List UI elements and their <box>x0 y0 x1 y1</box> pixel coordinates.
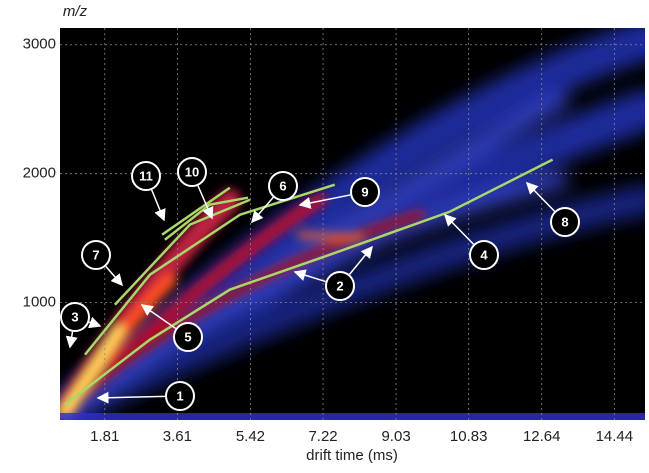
callout-arrow <box>293 269 326 283</box>
callout-arrow <box>443 213 475 245</box>
x-tick-label: 14.44 <box>596 428 634 445</box>
callout-circle <box>173 322 203 352</box>
callout-arrow <box>525 181 556 212</box>
callout-label: 7 <box>92 247 99 262</box>
y-tick-label: 1000 <box>23 294 56 311</box>
callout-circle <box>165 381 195 411</box>
callout-label: 11 <box>139 168 153 183</box>
callout-arrow <box>197 185 214 220</box>
trend-line <box>113 198 251 306</box>
callout-circle <box>131 161 161 191</box>
y-tick-label: 3000 <box>23 36 56 53</box>
callout-arrow <box>150 189 166 222</box>
x-tick-label: 5.42 <box>236 428 265 445</box>
x-tick-label: 1.81 <box>90 428 119 445</box>
callout-arrow <box>96 391 166 404</box>
trend-line <box>164 196 249 241</box>
callout-arrow <box>105 265 123 287</box>
callout-label: 6 <box>279 178 286 193</box>
callout-arrow <box>88 316 102 329</box>
callout-circle <box>81 240 111 270</box>
y-axis-label: m/z <box>63 3 88 20</box>
x-tick-label: 9.03 <box>381 428 410 445</box>
callout-arrow <box>65 331 78 349</box>
callout-arrow <box>140 304 177 330</box>
callout-circle <box>268 171 298 201</box>
heatmap <box>60 28 645 420</box>
x-axis-label: drift time (ms) <box>306 447 398 464</box>
callout-circle <box>469 240 499 270</box>
callout-label: 3 <box>71 309 78 324</box>
callout-label: 1 <box>176 388 183 403</box>
callout-circle <box>177 157 207 187</box>
callout-label: 8 <box>561 214 568 229</box>
trend-line <box>64 158 554 406</box>
callout-arrow <box>348 245 373 275</box>
callout-label: 10 <box>185 164 199 179</box>
y-tick-label: 2000 <box>23 165 56 182</box>
callout-label: 9 <box>361 184 368 199</box>
callout-circle <box>325 271 355 301</box>
x-tick-label: 7.22 <box>308 428 337 445</box>
x-tick-label: 3.61 <box>163 428 192 445</box>
callout-circle <box>550 207 580 237</box>
callout-arrow <box>251 196 274 224</box>
callout-label: 5 <box>184 329 191 344</box>
callout-circle <box>60 302 90 332</box>
x-tick-label: 10.83 <box>450 428 488 445</box>
callout-label: 2 <box>336 278 343 293</box>
callout-label: 4 <box>480 247 488 262</box>
x-tick-label: 12.64 <box>523 428 561 445</box>
callout-circle <box>350 177 380 207</box>
callout-arrow <box>298 194 351 209</box>
trend-line <box>161 186 231 236</box>
